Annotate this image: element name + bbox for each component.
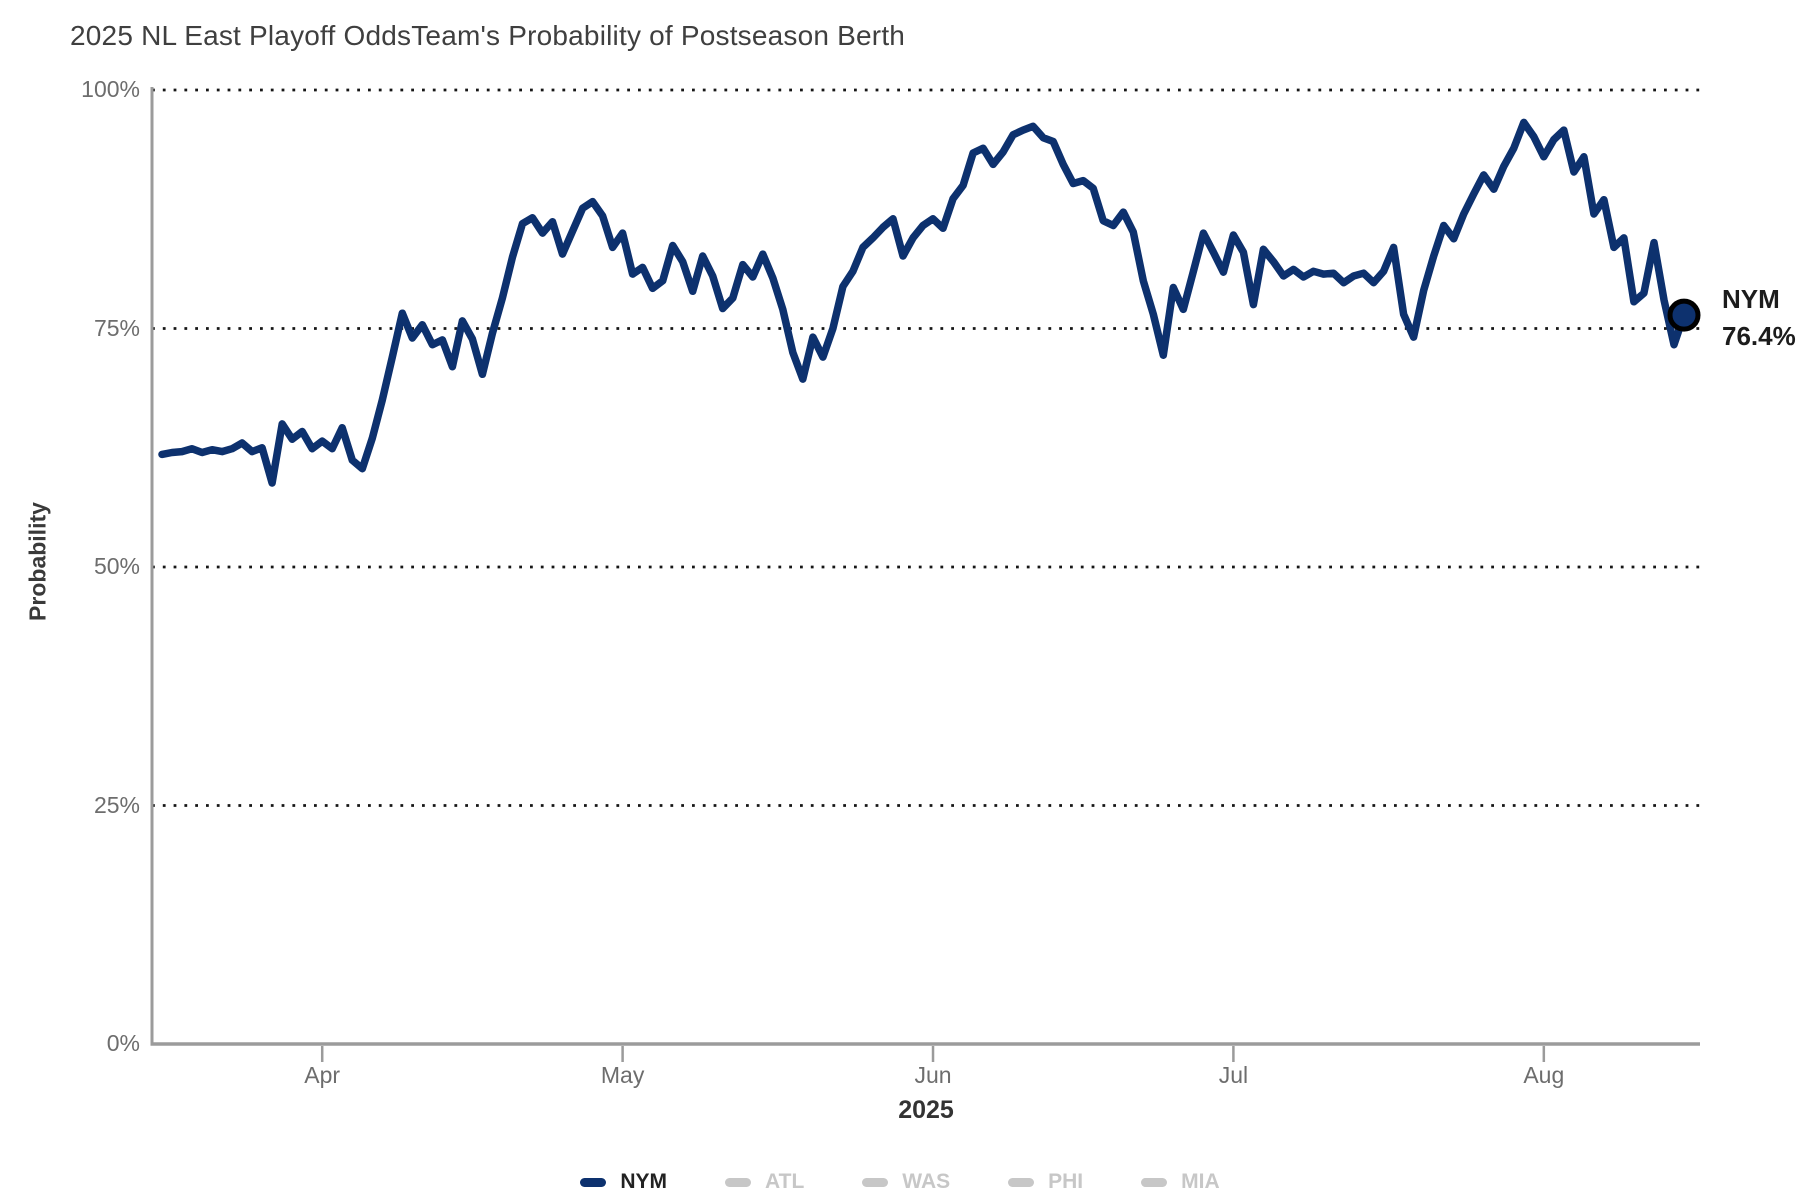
legend-item-nym[interactable]: NYM [580,1170,667,1194]
x-tick-label-aug: Aug [1523,1062,1565,1088]
gridlines [152,88,1700,807]
chart-subtitle: Team's Probability of Postseason Berth [411,20,906,51]
x-tick-label-jul: Jul [1218,1062,1249,1088]
legend-item-phi[interactable]: PHI [1008,1170,1083,1194]
legend-label: WAS [902,1170,951,1193]
legend-swatch-mia [1141,1177,1168,1187]
series-end-label: NYM 76.4% [1722,281,1796,355]
legend-swatch-was [862,1177,889,1187]
x-tick-label-jun: Jun [914,1062,952,1088]
series-line-nym [158,118,1688,487]
x-axis-year-label: 2025 [898,1096,954,1124]
legend-swatch-nym [580,1177,607,1187]
legend-label: ATL [765,1170,805,1193]
y-tick-label-25: 25% [93,791,140,818]
y-tick-label-100: 100% [81,75,140,102]
chart-title: 2025 NL East Playoff OddsTeam's Probabil… [70,20,905,52]
legend-label: NYM [620,1170,668,1193]
chart-title-main: 2025 NL East Playoff Odds [70,20,412,51]
y-tick-label-0: 0% [106,1029,140,1056]
series-end-marker [1667,298,1701,332]
end-label-team: NYM [1722,284,1780,315]
legend-item-was[interactable]: WAS [862,1170,950,1194]
axes [150,87,1700,1046]
legend-item-atl[interactable]: ATL [725,1170,804,1194]
legend-label: MIA [1181,1170,1220,1193]
y-tick-label-75: 75% [93,314,140,341]
legend-item-mia[interactable]: MIA [1141,1170,1220,1194]
y-tick-label-50: 50% [93,552,140,579]
legend-label: PHI [1048,1170,1084,1193]
x-axis-tick-marks [320,1046,1546,1062]
end-label-value: 76.4% [1722,321,1796,352]
legend-swatch-atl [725,1177,752,1187]
x-tick-label-may: May [600,1062,645,1088]
legend: NYM ATL WAS PHI MIA [0,1170,1800,1194]
x-tick-label-apr: Apr [304,1062,341,1088]
legend-swatch-phi [1008,1177,1035,1187]
